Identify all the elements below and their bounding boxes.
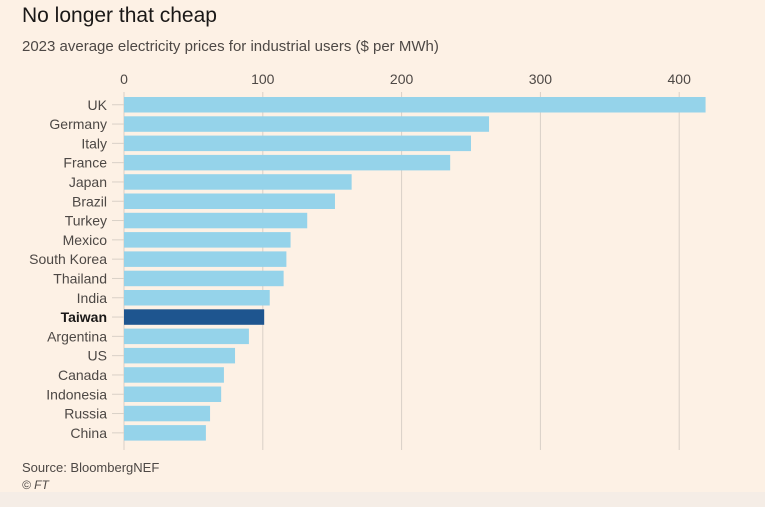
bar-china <box>124 425 206 441</box>
bar-south-korea <box>124 251 287 267</box>
x-tick-label: 300 <box>529 71 553 87</box>
category-label: Russia <box>64 406 107 422</box>
x-axis-ticks: 0 100 200 300 400 <box>120 71 691 87</box>
category-label: China <box>70 425 107 441</box>
category-label: Turkey <box>65 213 107 229</box>
bar-mexico <box>124 232 291 248</box>
x-tick-label: 200 <box>390 71 414 87</box>
bar-us <box>124 347 236 364</box>
category-label: Italy <box>81 135 107 151</box>
x-tick-label: 0 <box>120 71 128 87</box>
bar-france <box>124 154 451 171</box>
category-label: Thailand <box>53 270 107 286</box>
category-label: Japan <box>69 174 107 190</box>
category-labels: UK Germany Italy France Japan Brazil Turkey Mex… <box>29 97 124 441</box>
bar-chart: 0 100 200 300 400 UK Germany Italy France Japan B… <box>29 71 706 450</box>
source-note: Source: BloombergNEF <box>22 460 160 475</box>
category-label: US <box>88 348 107 364</box>
category-label: France <box>63 155 107 171</box>
bar-taiwan <box>124 309 265 325</box>
copyright-note: © FT <box>22 478 49 492</box>
x-tick-label: 400 <box>668 71 692 87</box>
bottom-strip <box>0 492 765 507</box>
category-label: UK <box>88 97 108 113</box>
category-label: Indonesia <box>46 386 107 402</box>
category-label: South Korea <box>29 251 107 267</box>
bar-brazil <box>124 193 335 209</box>
category-label: Brazil <box>72 193 107 209</box>
category-label: Canada <box>58 367 107 383</box>
category-label: Taiwan <box>61 309 107 325</box>
category-label: Germany <box>49 116 107 132</box>
bar-india <box>124 290 270 306</box>
bar-argentina <box>124 328 249 345</box>
bar-turkey <box>124 212 308 229</box>
bar-indonesia <box>124 386 222 402</box>
category-label: Mexico <box>63 232 108 248</box>
bar-uk <box>124 97 706 113</box>
bar-thailand <box>124 270 284 287</box>
x-tick-label: 100 <box>251 71 275 87</box>
category-label: Argentina <box>47 328 107 344</box>
bar-italy <box>124 135 471 152</box>
bar-japan <box>124 174 352 190</box>
chart-title: No longer that cheap <box>22 4 217 27</box>
bars <box>124 97 706 441</box>
bar-russia <box>124 405 211 422</box>
bar-canada <box>124 367 224 383</box>
category-label: India <box>77 290 108 306</box>
chart-subtitle: 2023 average electricity prices for indu… <box>22 38 439 55</box>
bar-germany <box>124 116 490 132</box>
